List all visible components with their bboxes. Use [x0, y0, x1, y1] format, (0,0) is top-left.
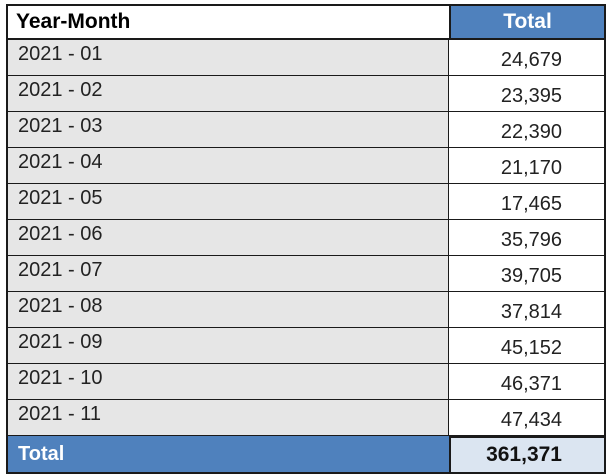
table-row: 2021 - 06 35,796	[6, 220, 606, 256]
total-cell: 47,434	[449, 400, 606, 436]
footer-total-label: Total	[6, 436, 449, 474]
column-header-total: Total	[449, 4, 606, 40]
table-row: 2021 - 01 24,679	[6, 40, 606, 76]
total-cell: 22,390	[449, 112, 606, 148]
total-cell: 21,170	[449, 148, 606, 184]
total-cell: 37,814	[449, 292, 606, 328]
total-cell: 24,679	[449, 40, 606, 76]
year-month-cell: 2021 - 06	[6, 220, 449, 256]
total-cell: 45,152	[449, 328, 606, 364]
table-row: 2021 - 03 22,390	[6, 112, 606, 148]
year-month-cell: 2021 - 03	[6, 112, 449, 148]
total-row: Total 361,371	[6, 436, 606, 474]
table-row: 2021 - 08 37,814	[6, 292, 606, 328]
monthly-totals-table: Year-Month Total 2021 - 01 24,679 2021 -…	[6, 4, 606, 474]
table-body: 2021 - 01 24,679 2021 - 02 23,395 2021 -…	[6, 40, 606, 436]
table-row: 2021 - 02 23,395	[6, 76, 606, 112]
year-month-cell: 2021 - 10	[6, 364, 449, 400]
table-row: 2021 - 04 21,170	[6, 148, 606, 184]
table-header: Year-Month Total	[6, 4, 606, 40]
year-month-cell: 2021 - 02	[6, 76, 449, 112]
table-row: 2021 - 09 45,152	[6, 328, 606, 364]
table-row: 2021 - 10 46,371	[6, 364, 606, 400]
total-cell: 35,796	[449, 220, 606, 256]
year-month-cell: 2021 - 11	[6, 400, 449, 436]
total-cell: 39,705	[449, 256, 606, 292]
total-cell: 23,395	[449, 76, 606, 112]
column-header-year-month: Year-Month	[6, 4, 449, 40]
header-row: Year-Month Total	[6, 4, 606, 40]
table-footer: Total 361,371	[6, 436, 606, 474]
table-row: 2021 - 07 39,705	[6, 256, 606, 292]
year-month-cell: 2021 - 08	[6, 292, 449, 328]
year-month-cell: 2021 - 07	[6, 256, 449, 292]
total-cell: 17,465	[449, 184, 606, 220]
table-row: 2021 - 11 47,434	[6, 400, 606, 436]
year-month-cell: 2021 - 01	[6, 40, 449, 76]
year-month-cell: 2021 - 04	[6, 148, 449, 184]
year-month-cell: 2021 - 05	[6, 184, 449, 220]
footer-total-value: 361,371	[449, 436, 606, 474]
total-cell: 46,371	[449, 364, 606, 400]
year-month-cell: 2021 - 09	[6, 328, 449, 364]
table-row: 2021 - 05 17,465	[6, 184, 606, 220]
